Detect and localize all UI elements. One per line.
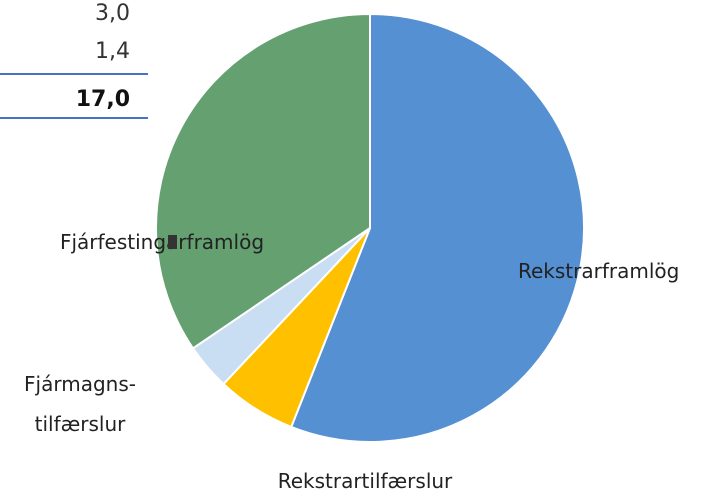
table-total: 17,0 <box>76 87 130 112</box>
pie <box>155 12 585 443</box>
table-value: 3,0 <box>95 1 130 26</box>
artifact <box>168 235 177 249</box>
slice-label: Fjárfestingarframlög <box>60 230 264 254</box>
slice-label: Rekstrarframlög <box>518 259 679 283</box>
pie-slice <box>289 12 585 443</box>
slice-label: Rekstrartilfærslur <box>278 469 453 493</box>
slice-label: Fjármagns-tilfærslur <box>24 372 136 436</box>
labels: Rekstrarframlög Rekstrartilfærslur Fjármag… <box>24 230 679 493</box>
pie-slice <box>155 12 371 350</box>
table-value: 1,4 <box>95 39 130 64</box>
